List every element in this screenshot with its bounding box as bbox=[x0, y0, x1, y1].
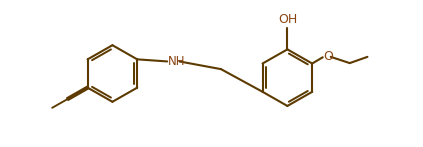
Text: OH: OH bbox=[278, 13, 297, 26]
Text: O: O bbox=[324, 50, 333, 63]
Text: NH: NH bbox=[168, 55, 186, 68]
